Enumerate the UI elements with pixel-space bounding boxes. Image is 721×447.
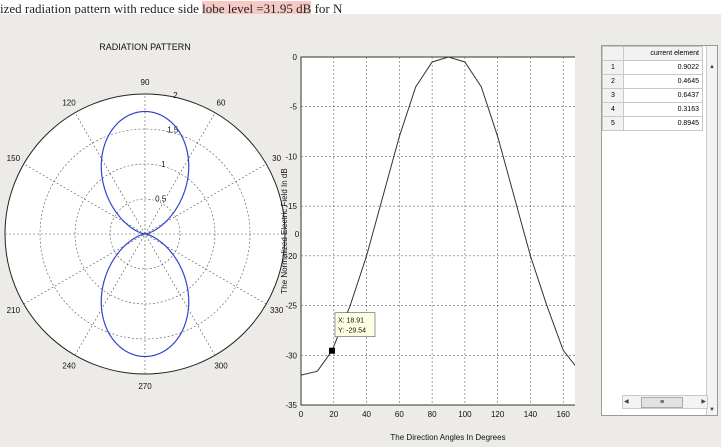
caption-highlight: lobe level =31.95 dB xyxy=(202,1,312,14)
scroll-up-arrow-icon[interactable]: ▲ xyxy=(709,64,715,70)
table-cell[interactable]: 0.4645 xyxy=(623,74,703,89)
plot-area xyxy=(300,56,575,406)
y-tick-label: 0 xyxy=(293,53,298,62)
document-caption-line: ized radiation pattern with reduce side … xyxy=(0,0,721,14)
table-corner xyxy=(602,46,624,61)
data-tip-y-label: Y: -29.54 xyxy=(338,328,366,335)
data-tip-box xyxy=(334,312,376,338)
table-cell[interactable]: 0.8945 xyxy=(623,116,703,131)
polar-angle-label: 60 xyxy=(217,98,226,107)
matlab-figure-window: RADIATION PATTERN 0306090120150180210240… xyxy=(0,14,721,447)
polar-radial-label: 2 xyxy=(173,91,178,100)
x-axis-label: The Direction Angles In Degrees xyxy=(390,433,505,442)
column-header[interactable]: current element xyxy=(623,46,703,61)
polar-plot-title: RADIATION PATTERN xyxy=(99,42,191,52)
x-tick-label: 80 xyxy=(428,410,437,419)
y-tick-label: -15 xyxy=(285,202,297,211)
polar-angle-label: 300 xyxy=(214,362,228,371)
row-index: 2 xyxy=(602,74,624,89)
x-tick-label: 140 xyxy=(524,410,538,419)
table-grid: current element 1 0.9022 2 0.4645 3 0.6437 4 0.… xyxy=(602,46,703,131)
polar-radiation-plot: RADIATION PATTERN 0306090120150180210240… xyxy=(0,42,300,391)
polar-radial-label: 1 xyxy=(161,160,166,169)
x-tick-label: 120 xyxy=(491,410,505,419)
x-tick-label: 20 xyxy=(329,410,338,419)
polar-angle-label: 330 xyxy=(270,306,284,315)
y-tick-label: -20 xyxy=(285,252,297,261)
scroll-right-arrow-icon[interactable]: ▶ xyxy=(701,399,706,405)
polar-angle-label: 30 xyxy=(272,154,281,163)
data-tip[interactable]: X: 18.91 Y: -29.54 xyxy=(328,312,376,354)
polar-angle-label: 150 xyxy=(7,154,21,163)
table-row: 1 0.9022 xyxy=(602,60,703,75)
field-curve xyxy=(300,56,575,376)
polar-angle-label: 0 xyxy=(295,230,300,239)
polar-angle-label: 120 xyxy=(62,98,76,107)
y-tick-label: -30 xyxy=(285,351,297,360)
table-row: 5 0.8945 xyxy=(602,116,703,131)
x-tick-label: 100 xyxy=(458,410,472,419)
y-tick-label: -5 xyxy=(290,103,298,112)
caption-text-pre: ized radiation pattern with reduce side xyxy=(0,1,203,14)
scroll-left-arrow-icon[interactable]: ◀ xyxy=(624,399,629,405)
x-tick-label: 160 xyxy=(557,410,571,419)
polar-angle-label: 240 xyxy=(62,362,76,371)
polar-pattern-line xyxy=(100,110,190,358)
data-tip-x-label: X: 18.91 xyxy=(338,318,364,325)
table-cell[interactable]: 0.6437 xyxy=(623,88,703,103)
x-tick-label: 40 xyxy=(362,410,371,419)
cartesian-field-plot: 0204060801001201401601800-5-10-15-20-25-… xyxy=(280,53,575,442)
polar-angle-label: 90 xyxy=(141,78,150,87)
y-tick-label: -25 xyxy=(285,302,297,311)
table-row: 4 0.3163 xyxy=(602,102,703,117)
row-index: 1 xyxy=(602,60,624,75)
polar-angle-label: 210 xyxy=(7,306,21,315)
caption-text-post: for N xyxy=(311,1,343,14)
scroll-thumb[interactable]: ≡ xyxy=(641,397,683,408)
y-tick-label: -10 xyxy=(285,152,297,161)
y-tick-label: -35 xyxy=(285,401,297,410)
polar-radial-label: 0.5 xyxy=(155,195,167,204)
row-index: 4 xyxy=(602,102,624,117)
table-cell[interactable]: 0.3163 xyxy=(623,102,703,117)
row-index: 5 xyxy=(602,116,624,131)
polar-angle-label: 270 xyxy=(138,382,152,391)
horizontal-scrollbar[interactable]: ◀ ≡ ▶ xyxy=(622,395,708,409)
y-axis-label: The Normalized Electric Field In dB xyxy=(280,168,289,293)
scroll-down-arrow-icon[interactable]: ▼ xyxy=(709,407,715,413)
data-tip-marker xyxy=(328,347,335,354)
table-cell[interactable]: 0.9022 xyxy=(623,60,703,75)
vertical-scrollbar[interactable]: ▲ ▼ xyxy=(706,46,717,415)
current-element-table[interactable]: current element 1 0.9022 2 0.4645 3 0.6437 4 0.… xyxy=(601,45,718,416)
table-row: 2 0.4645 xyxy=(602,74,703,89)
polar-radial-label: 1.5 xyxy=(167,126,179,135)
x-tick-label: 60 xyxy=(395,410,404,419)
table-row: 3 0.6437 xyxy=(602,88,703,103)
x-tick-label: 0 xyxy=(299,410,304,419)
row-index: 3 xyxy=(602,88,624,103)
